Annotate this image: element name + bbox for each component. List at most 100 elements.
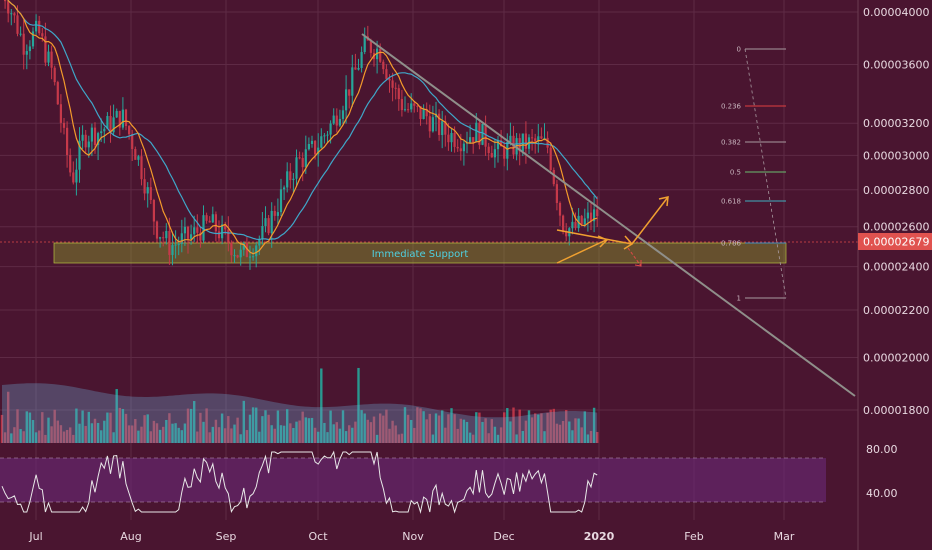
- candle-body: [307, 143, 310, 150]
- candle-body: [391, 80, 394, 88]
- candle-body: [193, 227, 196, 235]
- volume-bar: [468, 432, 472, 443]
- volume-bar: [7, 391, 10, 443]
- volume-bar: [450, 408, 453, 443]
- candle-body: [208, 220, 211, 223]
- volume-bar: [127, 425, 131, 443]
- candle-body: [93, 127, 97, 145]
- volume-bar: [131, 425, 134, 443]
- time-axis[interactable]: Jul Aug Sep Oct Nov Dec 2020 Feb Mar: [28, 530, 794, 543]
- volume-bar: [301, 411, 304, 443]
- candle-body: [500, 140, 503, 147]
- price-axis[interactable]: 0.00004000 0.00003600 0.00003200 0.00003000…: [863, 6, 929, 417]
- volume-bar: [59, 425, 63, 443]
- volume-bar: [391, 420, 394, 443]
- volume-bar: [329, 410, 332, 443]
- volume-bar: [78, 423, 81, 443]
- candle-body: [475, 122, 478, 143]
- candle-body: [106, 115, 109, 129]
- volume-bar: [143, 415, 146, 443]
- fib-level-label: 0.5: [730, 169, 741, 177]
- volume-bar: [481, 421, 484, 443]
- candle-body: [227, 229, 230, 243]
- candle-body: [22, 33, 25, 55]
- candle-body: [78, 140, 81, 170]
- month-tick-label: Nov: [402, 530, 424, 543]
- candle-body: [112, 117, 115, 133]
- candle-body: [338, 118, 341, 126]
- fib-level-label: 0: [737, 46, 741, 54]
- volume-bar: [487, 433, 490, 443]
- volume-bar: [425, 419, 428, 443]
- candle-body: [413, 103, 416, 106]
- volume-bar: [586, 434, 590, 443]
- volume-bar: [62, 431, 66, 443]
- volume-bar: [258, 431, 261, 443]
- volume-bar: [574, 418, 577, 443]
- volume-bar: [180, 430, 183, 443]
- month-tick-label: Feb: [684, 530, 703, 543]
- volume-bar: [313, 427, 317, 443]
- candle-body: [289, 171, 292, 181]
- volume-bar: [165, 419, 168, 443]
- volume-bar: [251, 407, 255, 443]
- volume-bar: [189, 408, 193, 443]
- candle-body: [66, 127, 69, 155]
- candle-body: [574, 221, 577, 229]
- volume-bar: [34, 432, 38, 443]
- candle-body: [180, 233, 183, 245]
- candle-body: [332, 115, 335, 124]
- volume-bar: [549, 409, 552, 443]
- candle-body: [146, 187, 149, 194]
- volume-bar: [465, 421, 469, 443]
- volume-bar: [214, 419, 218, 443]
- volume-bar: [509, 421, 512, 443]
- volume-bar: [580, 427, 583, 443]
- volume-bar: [540, 413, 543, 443]
- candle-body: [478, 122, 481, 145]
- candle-body: [490, 153, 493, 158]
- candle-body: [304, 149, 307, 168]
- candle-body: [4, 0, 7, 2]
- candle-body: [72, 172, 75, 183]
- volume-bar: [354, 421, 357, 443]
- candle-body: [53, 67, 56, 83]
- candle-body: [441, 121, 444, 136]
- month-tick-label: Sep: [216, 530, 237, 543]
- volume-bar: [348, 425, 351, 443]
- volume-bar: [338, 428, 342, 443]
- projection-arrows: [556, 196, 669, 267]
- volume-bar: [100, 430, 103, 443]
- volume-bar: [369, 422, 373, 443]
- candle-body: [295, 157, 298, 179]
- volume-bar: [25, 411, 28, 443]
- candle-body: [47, 51, 50, 63]
- volume-bar: [50, 426, 53, 443]
- descending-trendline[interactable]: [361, 33, 856, 397]
- candle-body: [230, 242, 233, 256]
- volume-bar: [506, 408, 509, 443]
- candle-body: [7, 1, 10, 14]
- candle-body: [35, 20, 38, 32]
- volume-bar: [441, 410, 444, 443]
- volume-bar: [462, 419, 466, 443]
- fib-retracement[interactable]: 0 0.236 0.382 0.5 0.618 0.786 1: [721, 46, 787, 303]
- volume-bar: [332, 424, 335, 443]
- volume-bar: [162, 426, 165, 443]
- volume-bar: [72, 434, 75, 443]
- price-tick-label: 0.00002600: [863, 221, 929, 234]
- candle-body: [90, 127, 93, 142]
- volume-bar: [558, 424, 562, 443]
- volume-bar: [397, 434, 400, 443]
- volume-bar: [400, 433, 404, 443]
- price-tick-label: 0.00003600: [863, 59, 929, 72]
- candle-body: [217, 231, 221, 239]
- volume-bar: [106, 412, 109, 443]
- volume-bar: [496, 434, 500, 443]
- candle-body: [109, 115, 112, 133]
- volume-bar: [577, 418, 580, 443]
- month-tick-label: Oct: [308, 530, 328, 543]
- candle-body: [298, 157, 301, 159]
- volume-bar: [84, 425, 87, 443]
